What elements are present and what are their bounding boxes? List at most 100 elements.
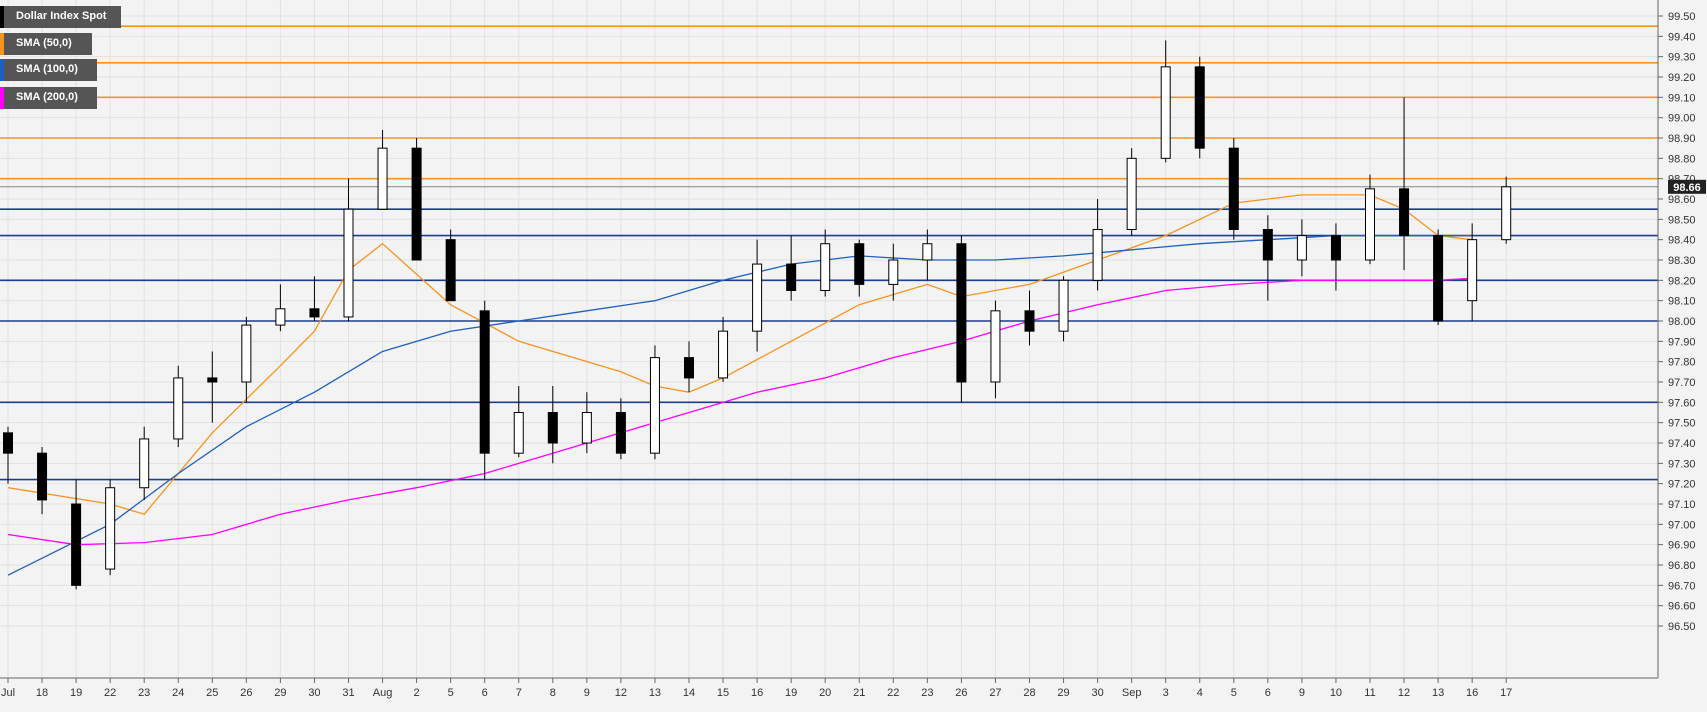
- y-tick-label: 98.10: [1668, 296, 1696, 308]
- x-tick-label: 13: [649, 687, 661, 699]
- y-tick-label: 97.40: [1668, 438, 1696, 450]
- candle-body-bull: [1058, 279, 1069, 332]
- x-tick-label: 4: [1197, 687, 1203, 699]
- candle: [411, 138, 422, 261]
- grid-layer: [0, 0, 1658, 678]
- candle: [649, 345, 660, 460]
- candle: [445, 229, 456, 302]
- x-tick-label: 19: [70, 687, 82, 699]
- x-tick-label: 31: [342, 687, 354, 699]
- y-tick-label: 98.50: [1668, 214, 1696, 226]
- candle: [241, 316, 252, 403]
- legend-item-sma-100[interactable]: SMA (100,0): [0, 59, 97, 81]
- candle-layer: [3, 40, 1512, 590]
- x-tick-label: 16: [751, 687, 763, 699]
- candle-body-bear: [1194, 66, 1205, 149]
- candle-body-bull: [1092, 229, 1103, 281]
- candle: [547, 386, 558, 464]
- x-tick-label: 22: [887, 687, 899, 699]
- legend-item-dollar-index[interactable]: Dollar Index Spot: [0, 6, 121, 28]
- candle-body-bull: [343, 208, 354, 318]
- candle-body-bear: [309, 308, 320, 318]
- candle-body-bear: [1399, 188, 1410, 237]
- candle-body-bear: [1433, 235, 1444, 322]
- legend-item-sma-200[interactable]: SMA (200,0): [0, 87, 97, 109]
- x-tick-label: 6: [1265, 687, 1271, 699]
- candle-body-bear: [445, 239, 456, 302]
- candle: [820, 229, 831, 297]
- x-tick-label: 24: [172, 687, 184, 699]
- x-tick-label: 21: [853, 687, 865, 699]
- candle: [1024, 290, 1035, 346]
- y-tick-label: 97.20: [1668, 479, 1696, 491]
- candle-body-bear: [1228, 147, 1239, 231]
- legend-label: Dollar Index Spot: [16, 10, 107, 22]
- candle: [1467, 223, 1478, 321]
- y-tick-label: 97.80: [1668, 357, 1696, 369]
- sma-200-line: [7, 277, 1473, 546]
- candle: [1160, 40, 1171, 163]
- x-tick-label: 14: [683, 687, 695, 699]
- x-tick-label: 29: [274, 687, 286, 699]
- candle: [990, 300, 1001, 399]
- last-price-value: 98.66: [1673, 182, 1701, 194]
- candle: [888, 243, 899, 301]
- candle-body-bull: [513, 412, 524, 454]
- y-tick-label: 99.30: [1668, 52, 1696, 64]
- candle-body-bull: [718, 330, 729, 379]
- x-tick-label: 2: [414, 687, 420, 699]
- candle: [139, 426, 150, 500]
- candle: [1330, 223, 1341, 291]
- x-tick-label: 11: [1364, 687, 1375, 699]
- candle: [1058, 276, 1069, 342]
- last-price-marker: 98.66: [1668, 179, 1706, 194]
- candle-body-bull: [1126, 157, 1137, 230]
- legend-label: SMA (100,0): [16, 63, 78, 75]
- y-tick-label: 96.60: [1668, 601, 1696, 613]
- x-tick-label: 23: [921, 687, 933, 699]
- candle-body-bull: [752, 263, 763, 332]
- legend-item-sma-50[interactable]: SMA (50,0): [0, 33, 92, 55]
- y-tick-label: 99.40: [1668, 31, 1696, 43]
- candle: [37, 447, 48, 515]
- candle: [479, 300, 490, 480]
- y-tick-label: 98.30: [1668, 255, 1696, 267]
- candle: [71, 479, 82, 590]
- x-tick-label: 30: [1091, 687, 1103, 699]
- x-tick-label: 19: [785, 687, 797, 699]
- candle: [752, 239, 763, 352]
- x-tick-label: 5: [1231, 687, 1237, 699]
- candle-body-bull: [581, 412, 592, 444]
- x-tick-label: 7: [516, 687, 522, 699]
- candle: [786, 235, 797, 301]
- candle: [207, 351, 218, 423]
- candle: [1433, 229, 1444, 326]
- legend-label: SMA (50,0): [16, 37, 72, 49]
- y-tick-label: 98.00: [1668, 316, 1696, 328]
- x-tick-label: 20: [819, 687, 831, 699]
- candle-body-bull: [888, 259, 899, 285]
- candle-body-bull: [1160, 66, 1171, 159]
- candle-body-bear: [37, 452, 48, 501]
- candle-body-bear: [786, 263, 797, 292]
- y-tick-label: 97.90: [1668, 336, 1696, 348]
- y-tick-label: 99.50: [1668, 11, 1696, 23]
- candle: [343, 178, 354, 321]
- candle-body-bull: [820, 243, 831, 292]
- x-tick-label: 12: [615, 687, 627, 699]
- y-tick-label: 97.10: [1668, 499, 1696, 511]
- candle: [684, 341, 694, 393]
- candle: [1194, 56, 1205, 159]
- candle: [513, 386, 524, 458]
- candle: [1501, 176, 1512, 244]
- candle: [309, 276, 320, 321]
- x-tick-label: 23: [138, 687, 150, 699]
- candle-body-bull: [1501, 186, 1512, 241]
- candle-body-bear: [547, 412, 558, 444]
- y-tick-label: 98.40: [1668, 235, 1696, 247]
- candle-body-bull: [173, 377, 184, 440]
- candle: [1262, 215, 1273, 301]
- candle-body-bull: [922, 243, 933, 261]
